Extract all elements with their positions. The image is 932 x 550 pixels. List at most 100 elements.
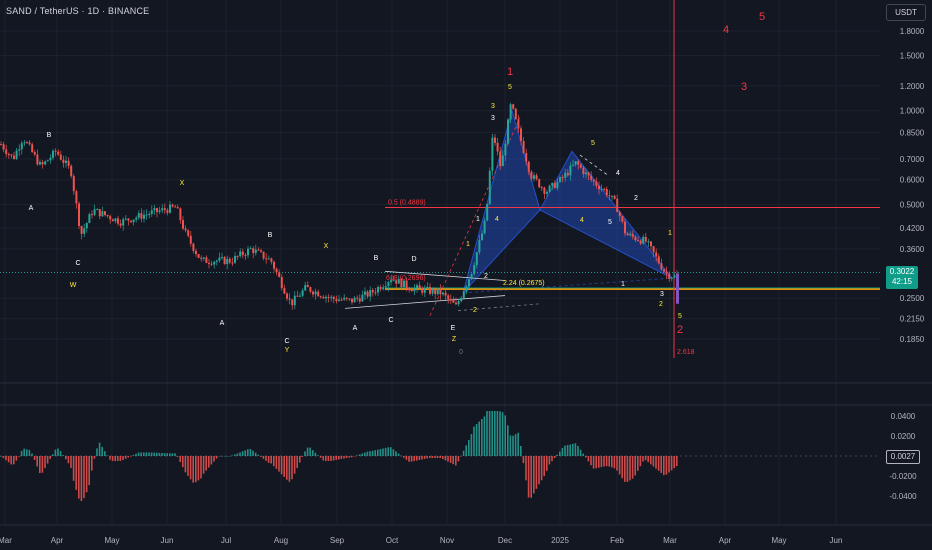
osc-bar: [309, 447, 311, 456]
candle-body: [473, 265, 476, 275]
candle-body: [475, 252, 478, 266]
candle-body: [481, 233, 483, 241]
candle-body: [169, 204, 171, 213]
osc-bar: [377, 449, 379, 456]
candle-body: [390, 280, 392, 283]
currency-button[interactable]: USDT: [886, 4, 926, 21]
candle-body: [291, 299, 294, 306]
osc-bar: [569, 444, 571, 456]
candle-body: [166, 210, 169, 213]
candle-body: [137, 213, 140, 218]
osc-bar: [496, 411, 499, 456]
osc-bar: [408, 456, 410, 462]
osc-bar: [111, 456, 114, 462]
osc-bar: [293, 456, 296, 474]
candle-body: [540, 187, 543, 189]
time-tick: Mar: [663, 536, 677, 545]
osc-bar: [652, 456, 655, 467]
candle-body: [512, 104, 515, 109]
osc-bar: [356, 455, 358, 456]
osc-bar: [343, 456, 345, 459]
osc-bar: [626, 456, 629, 482]
candle-body: [57, 151, 60, 155]
candle-body: [431, 289, 434, 294]
osc-bar: [494, 411, 496, 456]
osc-bar: [533, 456, 535, 494]
candle-body: [486, 204, 489, 221]
candle-body: [629, 233, 632, 236]
candle-body: [62, 159, 65, 163]
candle-body: [104, 211, 106, 216]
osc-bar: [161, 452, 163, 456]
candle-body: [634, 236, 637, 241]
candle-body: [426, 286, 429, 289]
wave-label: B: [47, 132, 52, 139]
osc-bar: [556, 454, 558, 456]
osc-bar: [98, 442, 101, 456]
osc-bar: [291, 456, 293, 480]
wave-label: 5: [608, 219, 612, 226]
osc-bar: [85, 456, 88, 493]
price-tick: 0.4200: [900, 224, 925, 233]
osc-bar: [197, 456, 200, 481]
candle-body: [418, 285, 421, 288]
osc-bar: [530, 456, 532, 498]
candle-body: [611, 195, 613, 197]
candle-body: [241, 251, 244, 256]
candle-body: [572, 164, 574, 166]
osc-bar: [514, 434, 517, 456]
osc-bar: [668, 456, 670, 473]
osc-bar: [260, 456, 262, 457]
fib-224-label: 2.24 (0.2675): [503, 280, 545, 287]
osc-bar: [273, 456, 275, 467]
osc-bar: [670, 456, 673, 471]
time-tick: 2025: [551, 536, 569, 545]
candle-body: [106, 215, 109, 217]
osc-bar: [93, 456, 96, 459]
candle-body: [325, 296, 327, 299]
candle-body: [569, 165, 572, 176]
price-axis[interactable]: 1.8000 1.5000 1.2000 1.0000 0.8500 0.7000 0.60…: [900, 27, 925, 344]
candle-body: [603, 188, 606, 190]
wave-label: 2: [659, 301, 663, 308]
wave-label: 0: [459, 349, 463, 356]
osc-bar: [595, 456, 597, 469]
osc-bar: [67, 456, 70, 464]
price-tick: 0.1850: [900, 335, 925, 344]
osc-bar: [548, 456, 551, 465]
wave-label: 4: [495, 216, 499, 223]
osc-bar: [109, 456, 111, 460]
osc-bar: [345, 456, 348, 459]
osc-bar: [91, 456, 93, 471]
osc-bar: [189, 456, 192, 480]
osc-bar: [369, 451, 371, 456]
osc-bar: [592, 456, 595, 469]
osc-bar: [384, 447, 387, 456]
osc-bar: [395, 451, 397, 456]
osc-bar: [423, 456, 426, 459]
candle-body: [202, 257, 205, 259]
candle-body: [153, 208, 156, 211]
candle-body: [218, 257, 221, 261]
osc-bar: [642, 456, 644, 462]
osc-bar: [278, 456, 280, 472]
candle-body: [278, 272, 281, 278]
candle-body: [644, 236, 647, 242]
osc-bar: [673, 456, 675, 469]
osc-bar: [426, 456, 428, 459]
osc-bar: [665, 456, 668, 475]
osc-bar: [124, 456, 127, 459]
candle-body: [364, 291, 366, 295]
time-tick: Jun: [830, 536, 843, 545]
candle-body: [54, 150, 57, 152]
osc-bar: [327, 456, 330, 461]
candle-body: [195, 250, 197, 255]
price-tick: 0.6000: [900, 176, 925, 185]
candle-body: [462, 291, 465, 299]
time-axis[interactable]: Mar Apr May Jun Jul Aug Sep Oct Nov Dec 2025 Feb Mar…: [0, 536, 842, 545]
candle-body: [221, 257, 223, 259]
candle-body: [616, 198, 619, 213]
osc-bar: [72, 456, 75, 481]
candle-body: [28, 142, 31, 145]
